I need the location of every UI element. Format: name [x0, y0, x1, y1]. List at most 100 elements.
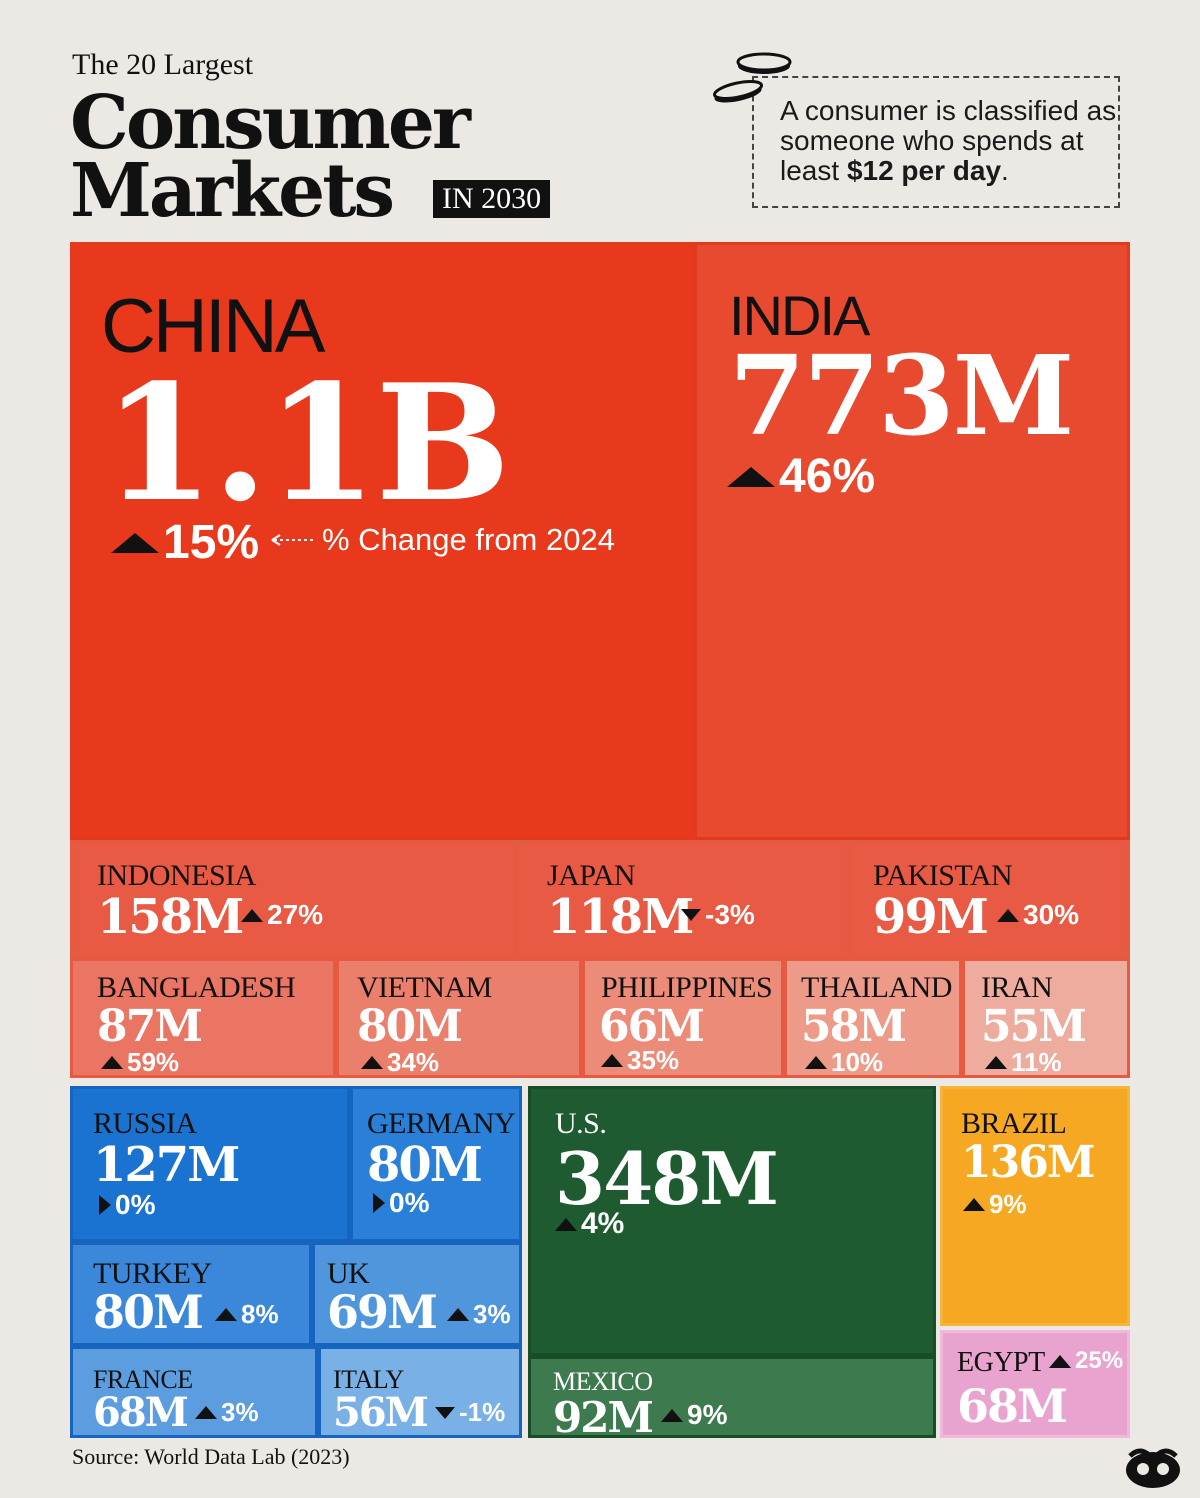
tile-change-text: 0%	[115, 1189, 156, 1220]
tile-thailand: THAILAND 58M 10%	[784, 958, 962, 1078]
tile-name-mexico: MEXICO	[553, 1367, 653, 1396]
year-badge: IN 2030	[433, 180, 551, 218]
coins-icon	[712, 52, 792, 103]
tile-name-germany: GERMANY	[367, 1107, 516, 1140]
tile-egypt: EGYPT 68M 25%	[940, 1330, 1130, 1438]
tile-change-china: 15%	[111, 515, 259, 570]
source-note: Source: World Data Lab (2023)	[72, 1444, 350, 1469]
tile-change-germany: 0%	[373, 1187, 429, 1219]
triangle-up-icon	[661, 1408, 683, 1422]
tile-name-indonesia: INDONESIA	[97, 859, 256, 892]
tile-france: FRANCE 68M 3%	[70, 1346, 318, 1438]
tile-change-text: 10%	[831, 1047, 884, 1077]
arrow-left-icon	[271, 534, 314, 546]
tile-italy: ITALY 56M -1%	[318, 1346, 522, 1438]
header-pretitle: The 20 Largest	[72, 48, 254, 81]
tile-name-us: U.S.	[555, 1107, 607, 1140]
tile-change-text: 34%	[387, 1047, 440, 1077]
tile-change-egypt: 25%	[1049, 1347, 1123, 1375]
tile-change-thailand: 10%	[805, 1047, 883, 1078]
triangle-up-icon	[601, 1054, 623, 1067]
triangle-up-icon	[241, 908, 263, 922]
tile-value-turkey: 80M	[93, 1285, 204, 1339]
tile-change-iran: 11%	[985, 1047, 1062, 1078]
tile-change-uk: 3%	[447, 1299, 511, 1330]
tile-change-brazil: 9%	[963, 1189, 1027, 1220]
tile-india: INDIA 773M 46%	[694, 242, 1130, 840]
tile-value-uk: 69M	[327, 1285, 438, 1339]
tile-change-japan: -3%	[681, 899, 755, 931]
tile-japan: JAPAN 118M -3%	[516, 840, 850, 958]
tile-value-philippines: 66M	[599, 1001, 705, 1052]
tile-name-egypt: EGYPT	[957, 1347, 1045, 1378]
tile-value-thailand: 58M	[801, 1001, 907, 1052]
tile-change-text: 3%	[473, 1299, 511, 1329]
tile-russia: RUSSIA 127M 0%	[70, 1086, 350, 1242]
tile-iran: IRAN 55M 11%	[962, 958, 1130, 1078]
tile-name-pakistan: PAKISTAN	[873, 859, 1013, 892]
tile-name-france: FRANCE	[93, 1365, 193, 1394]
tile-change-text: 30%	[1023, 899, 1080, 930]
tile-name-china: CHINA	[101, 284, 325, 369]
triangle-up-icon	[361, 1056, 383, 1069]
tile-name-iran: IRAN	[981, 971, 1053, 1004]
triangle-down-icon	[681, 909, 701, 921]
tile-name-italy: ITALY	[333, 1365, 404, 1394]
triangle-up-icon	[805, 1056, 827, 1069]
triangle-up-icon	[727, 466, 775, 487]
tile-value-pakistan: 99M	[873, 889, 989, 945]
tile-vietnam: VIETNAM 80M 34%	[336, 958, 582, 1078]
tile-change-text: 27%	[267, 899, 324, 930]
tile-change-text: 25%	[1075, 1347, 1124, 1374]
tile-uk: UK 69M 3%	[312, 1242, 522, 1346]
tile-change-turkey: 8%	[215, 1299, 279, 1330]
tile-us: U.S. 348M 4%	[528, 1086, 936, 1356]
tile-value-italy: 56M	[333, 1389, 429, 1436]
tile-change-text: 8%	[241, 1299, 279, 1329]
tile-value-germany: 80M	[367, 1137, 483, 1193]
triangle-up-icon	[195, 1406, 217, 1419]
tile-change-mexico: 9%	[661, 1399, 727, 1431]
tile-change-india: 46%	[727, 449, 875, 504]
tile-name-india: INDIA	[729, 284, 870, 347]
header-title-line1: Consumer	[70, 80, 471, 166]
tile-value-japan: 118M	[547, 889, 694, 945]
tile-change-text: 15%	[163, 516, 260, 569]
tile-change-us: 4%	[555, 1207, 624, 1241]
tile-philippines: PHILIPPINES 66M 35%	[582, 958, 784, 1078]
tile-name-uk: UK	[327, 1257, 370, 1290]
triangle-up-icon	[1049, 1354, 1071, 1368]
tile-change-text: 35%	[627, 1045, 680, 1075]
tile-value-china: 1.1B	[103, 349, 511, 537]
tile-change-text: 9%	[687, 1399, 728, 1430]
header-title-line2: Markets	[70, 148, 395, 234]
tile-change-france: 3%	[195, 1397, 259, 1428]
tile-value-france: 68M	[93, 1389, 189, 1436]
tile-change-text: -3%	[705, 899, 755, 930]
tile-value-iran: 55M	[981, 1001, 1087, 1052]
tile-change-indonesia: 27%	[241, 899, 323, 931]
tile-change-text: 46%	[779, 450, 876, 503]
tile-change-text: 3%	[221, 1397, 259, 1427]
triangle-down-icon	[435, 1406, 455, 1419]
triangle-up-icon	[111, 532, 159, 553]
tile-mexico: MEXICO 92M 9%	[528, 1356, 936, 1442]
tile-name-brazil: BRAZIL	[961, 1107, 1067, 1140]
tile-change-russia: 0%	[99, 1189, 155, 1221]
tile-change-pakistan: 30%	[997, 899, 1079, 931]
tile-change-text: -1%	[459, 1397, 506, 1427]
tile-name-bangladesh: BANGLADESH	[97, 971, 296, 1004]
tile-name-japan: JAPAN	[547, 859, 636, 892]
tile-change-vietnam: 34%	[361, 1047, 439, 1078]
tile-value-brazil: 136M	[961, 1137, 1096, 1188]
triangle-up-icon	[555, 1217, 577, 1231]
tile-germany: GERMANY 80M 0%	[350, 1086, 522, 1242]
triangle-up-icon	[215, 1308, 237, 1321]
tile-value-mexico: 92M	[553, 1393, 654, 1442]
brand-logo-icon	[1126, 1448, 1180, 1488]
tile-change-bangladesh: 59%	[101, 1047, 179, 1078]
tile-value-vietnam: 80M	[357, 1001, 463, 1052]
tile-china: CHINA 1.1B 15%	[70, 242, 694, 840]
tile-brazil: BRAZIL 136M 9%	[940, 1086, 1130, 1326]
tile-name-russia: RUSSIA	[93, 1107, 197, 1140]
